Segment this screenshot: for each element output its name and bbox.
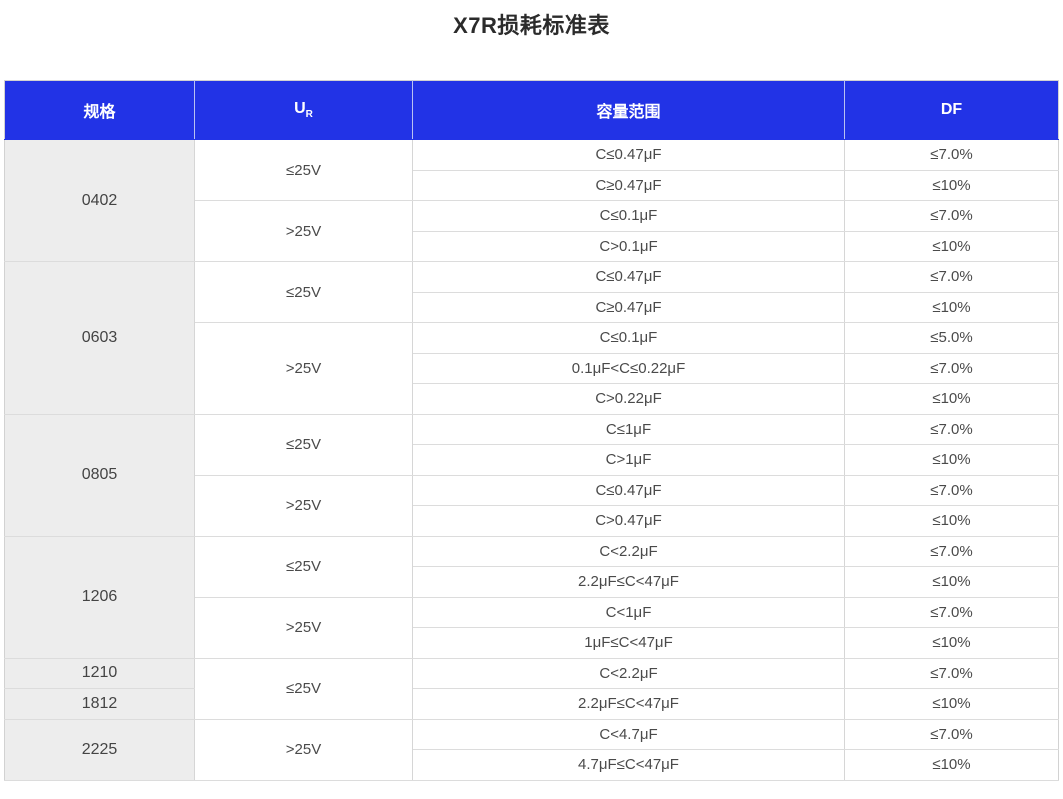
table-row: 0.1μF<C≤0.22μF ≤7.0% <box>5 353 1059 384</box>
cell-df: ≤7.0% <box>844 597 1059 628</box>
cell-capacitance-range: C>0.47μF <box>412 505 845 537</box>
cell-capacitance-range: C≤0.1μF <box>412 200 845 232</box>
cell-capacitance-range: C>0.22μF <box>412 383 845 415</box>
cell-df: ≤7.0% <box>844 475 1059 506</box>
cell-rated-voltage: >25V <box>194 322 413 415</box>
cell-spec: 2225 <box>4 718 195 781</box>
cell-spec: 1210 <box>4 657 195 689</box>
cell-capacitance-range: C<4.7μF <box>412 718 845 750</box>
cell-df: ≤10% <box>844 566 1059 598</box>
table-row: 1210 ≤25V C<2.2μF ≤7.0% <box>4 657 1059 720</box>
table-row: 2225 >25V C<4.7μF ≤7.0% <box>4 718 1059 781</box>
cell-df: ≤7.0% <box>844 139 1059 171</box>
cell-capacitance-range: C≤0.47μF <box>412 261 845 293</box>
cell-capacitance-range: 2.2μF≤C<47μF <box>412 688 845 720</box>
cell-df: ≤5.0% <box>844 322 1059 354</box>
header-row: 规格 UR 容量范围 DF <box>4 80 1059 140</box>
table-row: C>0.22μF ≤10% <box>5 383 1059 415</box>
cell-df: ≤10% <box>844 505 1059 537</box>
cell-capacitance-range: C≥0.47μF <box>412 292 845 323</box>
cell-rated-voltage: ≤25V <box>194 535 413 598</box>
cell-df: ≤7.0% <box>844 718 1059 750</box>
cell-spec: 0805 <box>4 413 195 537</box>
cell-df: ≤10% <box>844 444 1059 476</box>
cell-capacitance-range: C≤0.47μF <box>412 475 845 506</box>
cell-spec: 0402 <box>4 139 195 262</box>
cell-capacitance-range: 1μF≤C<47μF <box>412 627 845 659</box>
table-row: 0805 ≤25V C≤1μF ≤7.0% <box>4 413 1059 537</box>
table-header: 规格 UR 容量范围 DF <box>4 80 1059 140</box>
cell-df: ≤7.0% <box>844 200 1059 232</box>
cell-df: ≤7.0% <box>844 261 1059 293</box>
table-row: 2.2μF≤C<47μF ≤10% <box>5 566 1059 598</box>
cell-df: ≤7.0% <box>844 413 1059 445</box>
cell-capacitance-range: C<2.2μF <box>412 657 845 689</box>
table-row: >25V C<1μF ≤7.0% <box>5 597 1059 659</box>
cell-capacitance-range: C≤0.47μF <box>412 139 845 171</box>
cell-rated-voltage: >25V <box>194 718 413 781</box>
cell-capacitance-range: C≤0.1μF <box>412 322 845 354</box>
x7r-loss-standard-table: 规格 UR 容量范围 DF 0402 ≤25V C≤0.47μF ≤7.0% C≥0.4… <box>4 80 1059 781</box>
table-row: >25V C≤0.1μF ≤5.0% <box>5 322 1059 415</box>
cell-rated-voltage: >25V <box>194 200 413 262</box>
table-row: 0402 ≤25V C≤0.47μF ≤7.0% <box>4 139 1059 262</box>
cell-capacitance-range: 4.7μF≤C<47μF <box>412 749 845 781</box>
header-ur-subscript: R <box>305 109 313 121</box>
cell-capacitance-range: C<1μF <box>412 597 845 628</box>
cell-df: ≤7.0% <box>844 353 1059 384</box>
cell-capacitance-range: C>0.1μF <box>412 231 845 262</box>
header-ur: UR <box>194 80 413 140</box>
cell-capacitance-range: C>1μF <box>412 444 845 476</box>
cell-rated-voltage: >25V <box>194 475 413 537</box>
cell-rated-voltage: >25V <box>194 597 413 659</box>
table-row: 1206 ≤25V C<2.2μF ≤7.0% <box>4 535 1059 659</box>
cell-capacitance-range: 2.2μF≤C<47μF <box>412 566 845 598</box>
cell-df: ≤10% <box>844 383 1059 415</box>
cell-df: ≤10% <box>844 231 1059 262</box>
table-row: 0603 ≤25V C≤0.47μF ≤7.0% <box>4 261 1059 415</box>
header-spec: 规格 <box>4 80 195 140</box>
cell-df: ≤10% <box>844 688 1059 720</box>
page-title: X7R损耗标准表 <box>453 13 610 38</box>
cell-capacitance-range: 0.1μF<C≤0.22μF <box>412 353 845 384</box>
table-row: 1812 2.2μF≤C<47μF ≤10% <box>4 688 1059 720</box>
table-body: 0402 ≤25V C≤0.47μF ≤7.0% C≥0.47μF ≤10% >25V C≤0… <box>4 139 1059 781</box>
cell-df: ≤7.0% <box>844 535 1059 567</box>
cell-capacitance-range: C≥0.47μF <box>412 170 845 201</box>
cell-rated-voltage: ≤25V <box>194 413 413 476</box>
header-range: 容量范围 <box>412 80 845 140</box>
table-row: >25V C≤0.1μF ≤7.0% <box>5 200 1059 262</box>
cell-rated-voltage: ≤25V <box>194 261 413 323</box>
header-df: DF <box>844 80 1059 140</box>
cell-capacitance-range: C≤1μF <box>412 413 845 445</box>
cell-df: ≤10% <box>844 627 1059 659</box>
cell-rated-voltage: ≤25V <box>194 139 413 201</box>
table-row: C≥0.47μF ≤10% <box>5 170 1059 201</box>
cell-df: ≤10% <box>844 749 1059 781</box>
cell-rated-voltage: ≤25V <box>194 657 413 720</box>
cell-spec: 0603 <box>4 261 195 415</box>
table-row: 1μF≤C<47μF ≤10% <box>5 627 1059 659</box>
cell-spec: 1206 <box>4 535 195 659</box>
table-row: >25V C≤0.47μF ≤7.0% <box>5 475 1059 537</box>
cell-df: ≤7.0% <box>844 657 1059 689</box>
table-row: C>0.1μF ≤10% <box>5 231 1059 262</box>
table-row: C≥0.47μF ≤10% <box>5 292 1059 323</box>
cell-df: ≤10% <box>844 170 1059 201</box>
spec-table-container: 规格 UR 容量范围 DF 0402 ≤25V C≤0.47μF ≤7.0% C≥0.4… <box>4 80 1059 781</box>
cell-df: ≤10% <box>844 292 1059 323</box>
table-row: 4.7μF≤C<47μF ≤10% <box>5 749 1059 781</box>
cell-spec: 1812 <box>4 688 195 720</box>
cell-capacitance-range: C<2.2μF <box>412 535 845 567</box>
header-ur-base: U <box>294 99 306 117</box>
table-row: C>1μF ≤10% <box>5 444 1059 476</box>
